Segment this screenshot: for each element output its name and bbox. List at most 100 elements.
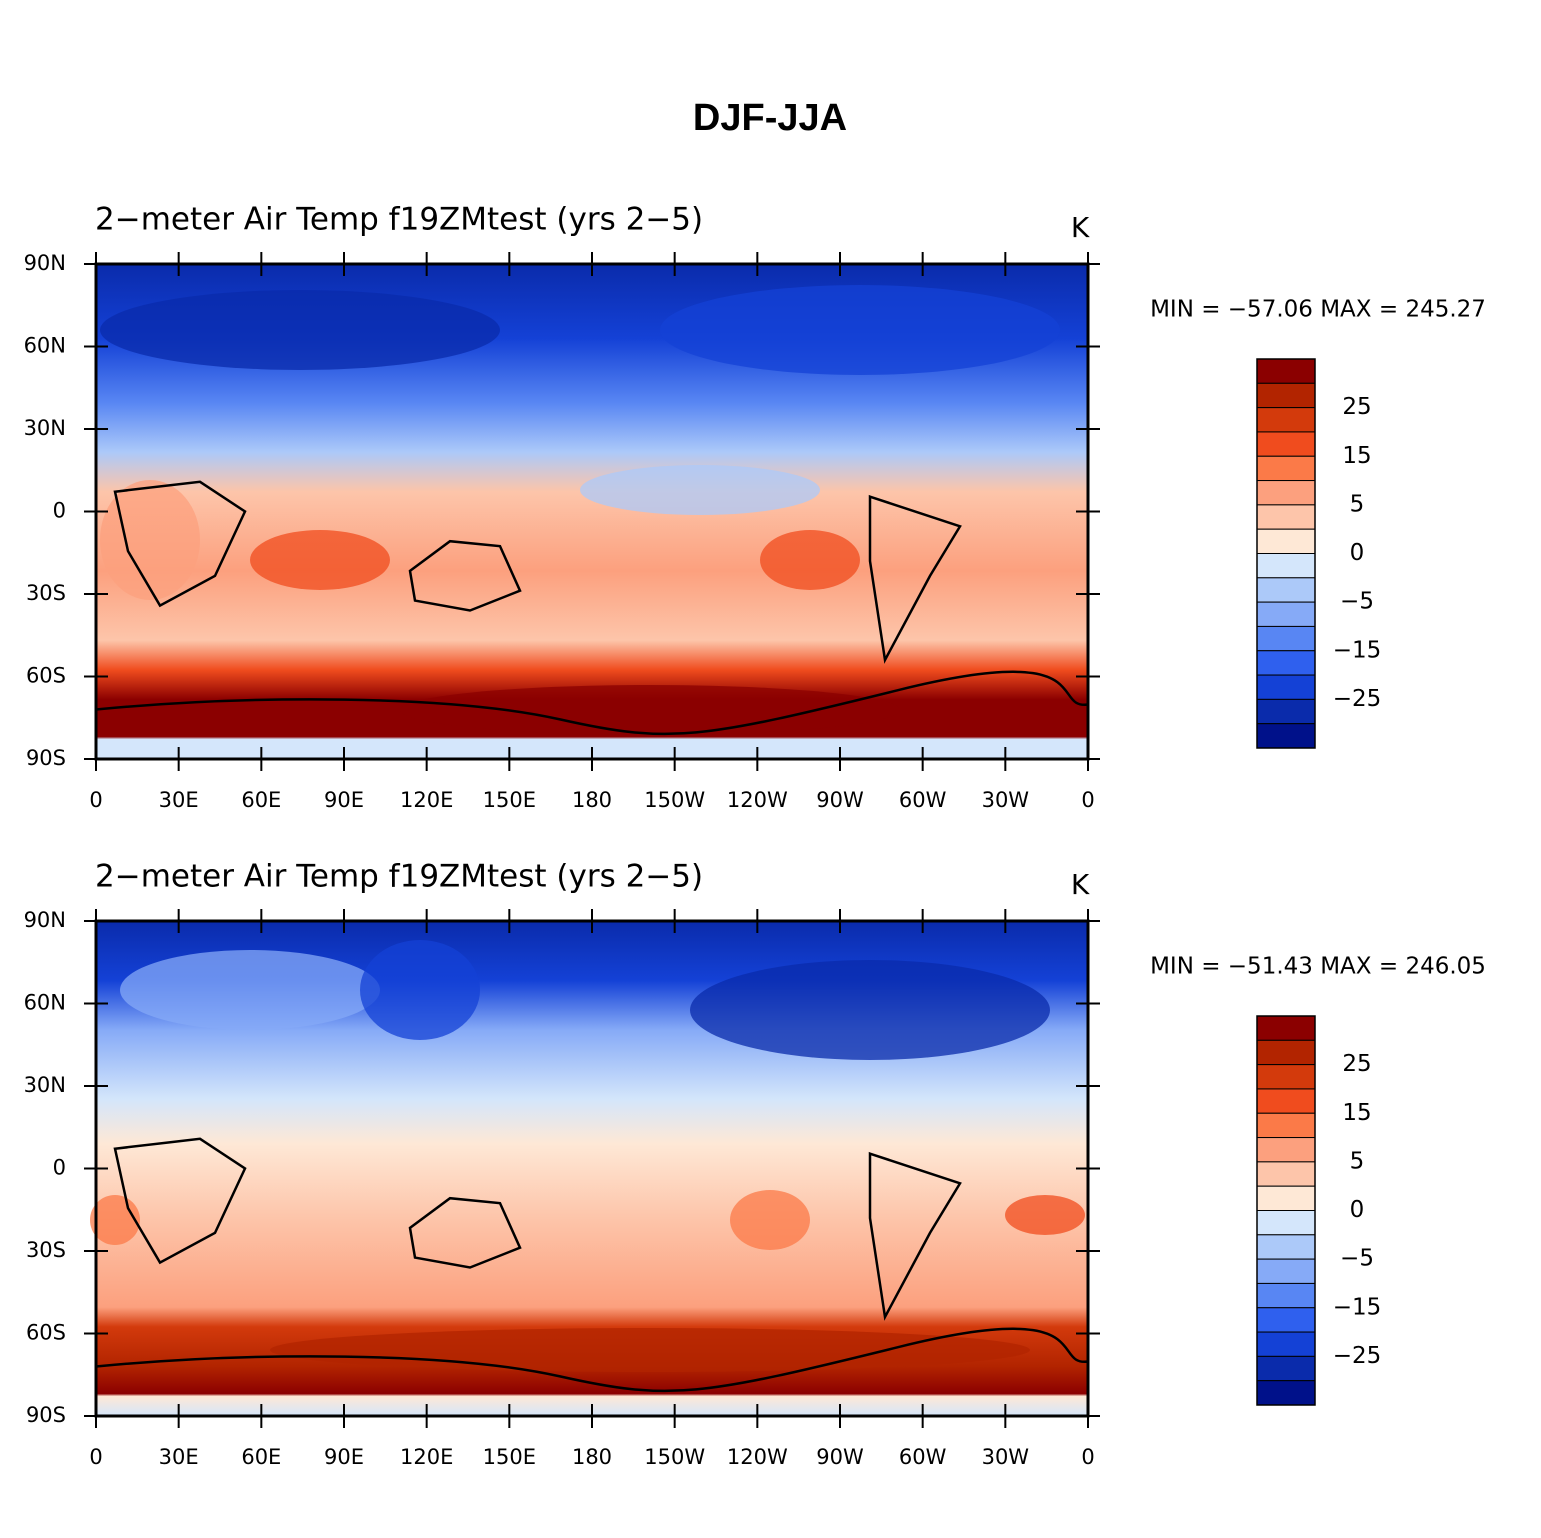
panel-title: 2−meter Air Temp f19ZMtest (yrs 2−5) — [95, 859, 703, 895]
field-region — [270, 1328, 1030, 1372]
field-region — [360, 940, 480, 1040]
lat-tick-label: 30N — [24, 416, 66, 440]
field-region — [690, 960, 1050, 1060]
lon-tick-label: 30W — [982, 1445, 1030, 1469]
field-region — [250, 530, 390, 590]
colorbar-box — [1256, 1185, 1316, 1211]
colorbar-box — [1256, 650, 1316, 676]
colorbar-box — [1256, 1380, 1316, 1406]
colorbar-label: −15 — [1333, 637, 1382, 663]
lon-tick-label: 180 — [572, 788, 612, 812]
field-region — [100, 480, 200, 600]
lon-tick-label: 150W — [644, 788, 705, 812]
colorbar-box — [1256, 1039, 1316, 1066]
colorbar-box — [1256, 382, 1316, 409]
lon-tick-label: 30E — [159, 1445, 199, 1469]
field-region — [1005, 1195, 1085, 1235]
lat-tick-label: 30S — [26, 581, 66, 605]
colorbar-box — [1256, 553, 1316, 579]
coastline — [95, 670, 1089, 736]
lon-tick-label: 150E — [483, 788, 536, 812]
figure-title: DJF-JJA — [693, 97, 847, 139]
colorbar-box — [1256, 431, 1316, 457]
coastline — [113, 480, 962, 664]
lat-tick-label: 90N — [24, 251, 66, 275]
colorbar-box — [1256, 723, 1316, 749]
colorbar-box — [1256, 1088, 1316, 1114]
colorbar-label: −25 — [1333, 686, 1382, 712]
colorbar-box — [1256, 1137, 1316, 1163]
lon-tick-label: 60W — [899, 788, 947, 812]
colorbar-box — [1256, 480, 1316, 506]
lon-tick-label: 0 — [1081, 1445, 1094, 1469]
field-region — [660, 285, 1060, 375]
lon-tick-label: 30W — [982, 788, 1030, 812]
colorbar-box — [1256, 698, 1316, 725]
colorbar-box — [1256, 674, 1316, 700]
lon-tick-label: 90E — [324, 788, 364, 812]
colorbar-box — [1256, 1161, 1316, 1187]
units-label: K — [1071, 868, 1090, 901]
colorbar-box — [1256, 1258, 1316, 1284]
lon-tick-label: 60E — [241, 1445, 281, 1469]
lat-tick-label: 30N — [24, 1073, 66, 1097]
lon-tick-label: 120E — [400, 788, 453, 812]
lat-tick-label: 0 — [53, 499, 66, 523]
lon-tick-label: 30E — [159, 788, 199, 812]
lat-tick-label: 60S — [26, 1321, 66, 1345]
colorbar-box — [1256, 528, 1316, 554]
colorbar-label: −25 — [1333, 1343, 1382, 1369]
colorbar-label: 15 — [1342, 443, 1371, 469]
lat-tick-label: 30S — [26, 1238, 66, 1262]
lon-tick-label: 90W — [816, 788, 864, 812]
colorbar-label: 0 — [1350, 540, 1365, 566]
lat-tick-label: 60N — [24, 334, 66, 358]
colorbar-label: −5 — [1340, 589, 1374, 615]
colorbar-label: 25 — [1342, 1051, 1371, 1077]
colorbar-box — [1256, 577, 1316, 603]
colorbar-label: −15 — [1333, 1294, 1382, 1320]
lon-tick-label: 120W — [727, 1445, 788, 1469]
colorbar-box — [1256, 1064, 1316, 1090]
lat-tick-label: 60S — [26, 664, 66, 688]
coastline — [113, 1137, 962, 1321]
colorbar-box — [1256, 407, 1316, 433]
colorbar-frame — [1256, 1015, 1316, 1406]
lon-tick-label: 90W — [816, 1445, 864, 1469]
colorbar-box — [1256, 455, 1316, 482]
min-max-label: MIN = −57.06 MAX = 245.27 — [1150, 297, 1486, 323]
lat-tick-label: 90S — [26, 746, 66, 770]
field-region — [120, 950, 380, 1030]
colorbar-box — [1256, 504, 1316, 530]
colorbar-label: 15 — [1342, 1100, 1371, 1126]
colorbar-box — [1256, 1234, 1316, 1260]
colorbar-label: −5 — [1340, 1246, 1374, 1272]
field-region — [760, 530, 860, 590]
lon-tick-label: 120E — [400, 1445, 453, 1469]
colorbar-label: 5 — [1350, 1148, 1365, 1174]
lat-tick-label: 90S — [26, 1403, 66, 1427]
colorbar-box — [1256, 1331, 1316, 1357]
colorbar-box — [1256, 625, 1316, 652]
lon-tick-label: 60E — [241, 788, 281, 812]
colorbar-box — [1256, 1112, 1316, 1139]
lat-tick-label: 0 — [53, 1156, 66, 1180]
coastline — [95, 1327, 1089, 1393]
lat-tick-label: 60N — [24, 991, 66, 1015]
lon-tick-label: 90E — [324, 1445, 364, 1469]
colorbar-box — [1256, 1355, 1316, 1382]
colorbar-box — [1256, 1282, 1316, 1309]
field-region — [730, 1190, 810, 1250]
lon-tick-label: 120W — [727, 788, 788, 812]
colorbar-label: 0 — [1350, 1197, 1365, 1223]
lon-tick-label: 60W — [899, 1445, 947, 1469]
lon-tick-label: 0 — [1081, 788, 1094, 812]
colorbar-label: 5 — [1350, 491, 1365, 517]
colorbar-label: 25 — [1342, 394, 1371, 420]
lon-tick-label: 150E — [483, 1445, 536, 1469]
field-region — [400, 685, 900, 735]
colorbar-box — [1256, 358, 1316, 384]
lon-tick-label: 150W — [644, 1445, 705, 1469]
colorbar-box — [1256, 1015, 1316, 1041]
